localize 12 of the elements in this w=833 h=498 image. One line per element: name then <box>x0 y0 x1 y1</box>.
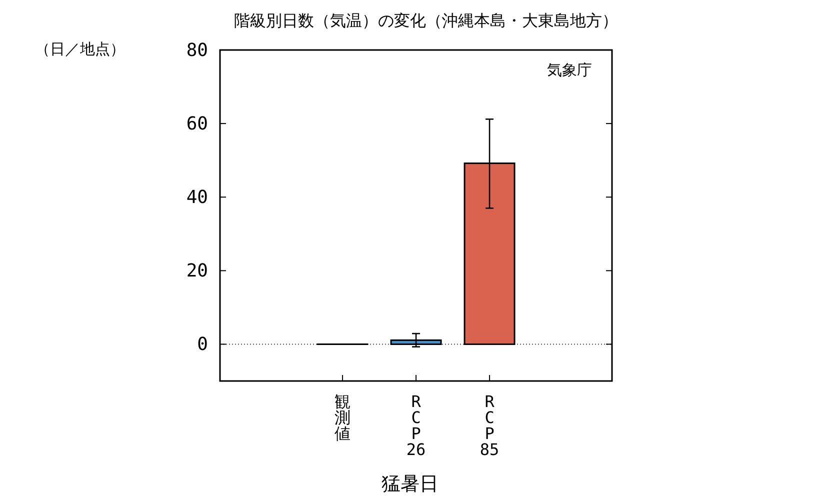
x-axis-title: 猛暑日 <box>382 473 438 495</box>
x-tick-label: RCP26 <box>406 392 426 459</box>
y-tick-label: 40 <box>186 187 208 208</box>
text: 気象庁 <box>547 61 592 79</box>
y-tick-label: 0 <box>197 334 208 356</box>
y-axis-title: （日／地点） <box>35 40 125 58</box>
x-tick-label: 観測値 <box>334 392 351 443</box>
chart-title: 階級別日数（気温）の変化（沖縄本島・大東島地方） <box>234 11 618 30</box>
y-tick-label: 20 <box>186 260 208 282</box>
x-tick-label: RCP85 <box>480 392 500 459</box>
y-tick-label: 60 <box>186 114 208 135</box>
y-tick-label: 80 <box>186 40 208 61</box>
